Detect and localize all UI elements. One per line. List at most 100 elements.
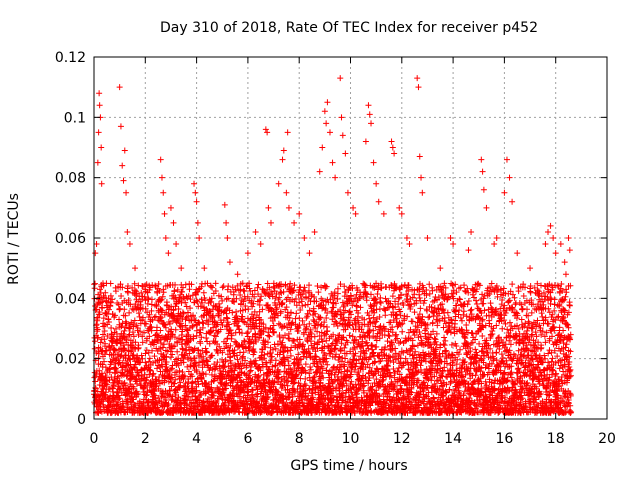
data-point [138,372,145,379]
data-point [131,287,138,294]
data-point [149,371,156,378]
data-point [112,312,119,319]
data-point [145,295,152,302]
data-point [127,390,134,397]
data-point [104,381,111,388]
data-point [110,398,117,405]
data-point [346,332,353,339]
data-point [374,291,381,298]
data-point [128,348,135,355]
data-point [138,352,145,359]
data-point [105,318,112,325]
data-point [426,290,433,297]
data-point [457,346,464,353]
data-point [401,313,408,320]
data-point [111,329,118,336]
data-point [135,372,142,379]
data-point [124,282,131,289]
data-point [130,333,137,340]
data-point [176,367,183,374]
data-point [151,353,158,360]
data-point [122,312,129,319]
data-point [112,347,119,354]
data-point [121,379,128,386]
data-point [367,291,374,298]
data-point [140,329,147,336]
data-point [152,395,159,402]
data-point [136,398,143,405]
data-point [167,354,174,361]
data-point [102,364,109,371]
data-point [243,330,250,337]
data-point [314,282,321,289]
data-point [118,364,125,371]
data-point [131,317,138,324]
data-point [142,359,149,366]
data-point [467,307,474,314]
data-point [101,358,108,365]
data-point [367,302,374,309]
data-point [102,340,109,347]
data-point [225,283,232,290]
data-point [385,332,392,339]
data-point [123,336,130,343]
data-point [399,328,406,335]
data-point [110,333,117,340]
data-point [126,309,133,316]
data-point [275,320,282,327]
data-point [142,305,149,312]
data-point [200,289,207,296]
data-point [157,327,164,334]
data-point [369,342,376,349]
data-point [148,307,155,314]
data-point [131,280,138,287]
data-point [142,350,149,357]
data-point [104,332,111,339]
data-point [346,308,353,315]
data-point [122,382,129,389]
data-point [107,299,114,306]
data-point [115,301,122,308]
data-point [224,315,231,322]
data-point [130,323,137,330]
data-point [376,358,383,365]
data-point [117,353,124,360]
data-point [465,298,472,305]
data-point [139,314,146,321]
data-point [302,375,309,382]
data-point [141,293,148,300]
data-point [117,281,124,288]
data-point [233,308,240,315]
data-point [121,327,128,334]
data-point [152,282,159,289]
data-point [189,379,196,386]
data-point [92,384,99,391]
data-point [307,363,314,370]
data-point [426,281,433,288]
data-point [377,294,384,301]
data-point [266,333,273,340]
data-point [160,289,167,296]
data-point [137,301,144,308]
data-point [403,296,410,303]
data-point [119,363,126,370]
data-point [160,341,167,348]
data-point [285,335,292,342]
data-point [271,329,278,336]
data-point [397,312,404,319]
data-point [448,341,455,348]
data-point [463,321,470,328]
data-point [148,296,155,303]
data-point [174,348,181,355]
data-point [211,332,218,339]
data-point [144,300,151,307]
data-point [103,347,110,354]
data-point [240,287,247,294]
data-point [113,325,120,332]
data-point [143,391,150,398]
data-point [101,327,108,334]
data-point [458,317,465,324]
data-point [115,392,122,399]
data-point [469,379,476,386]
